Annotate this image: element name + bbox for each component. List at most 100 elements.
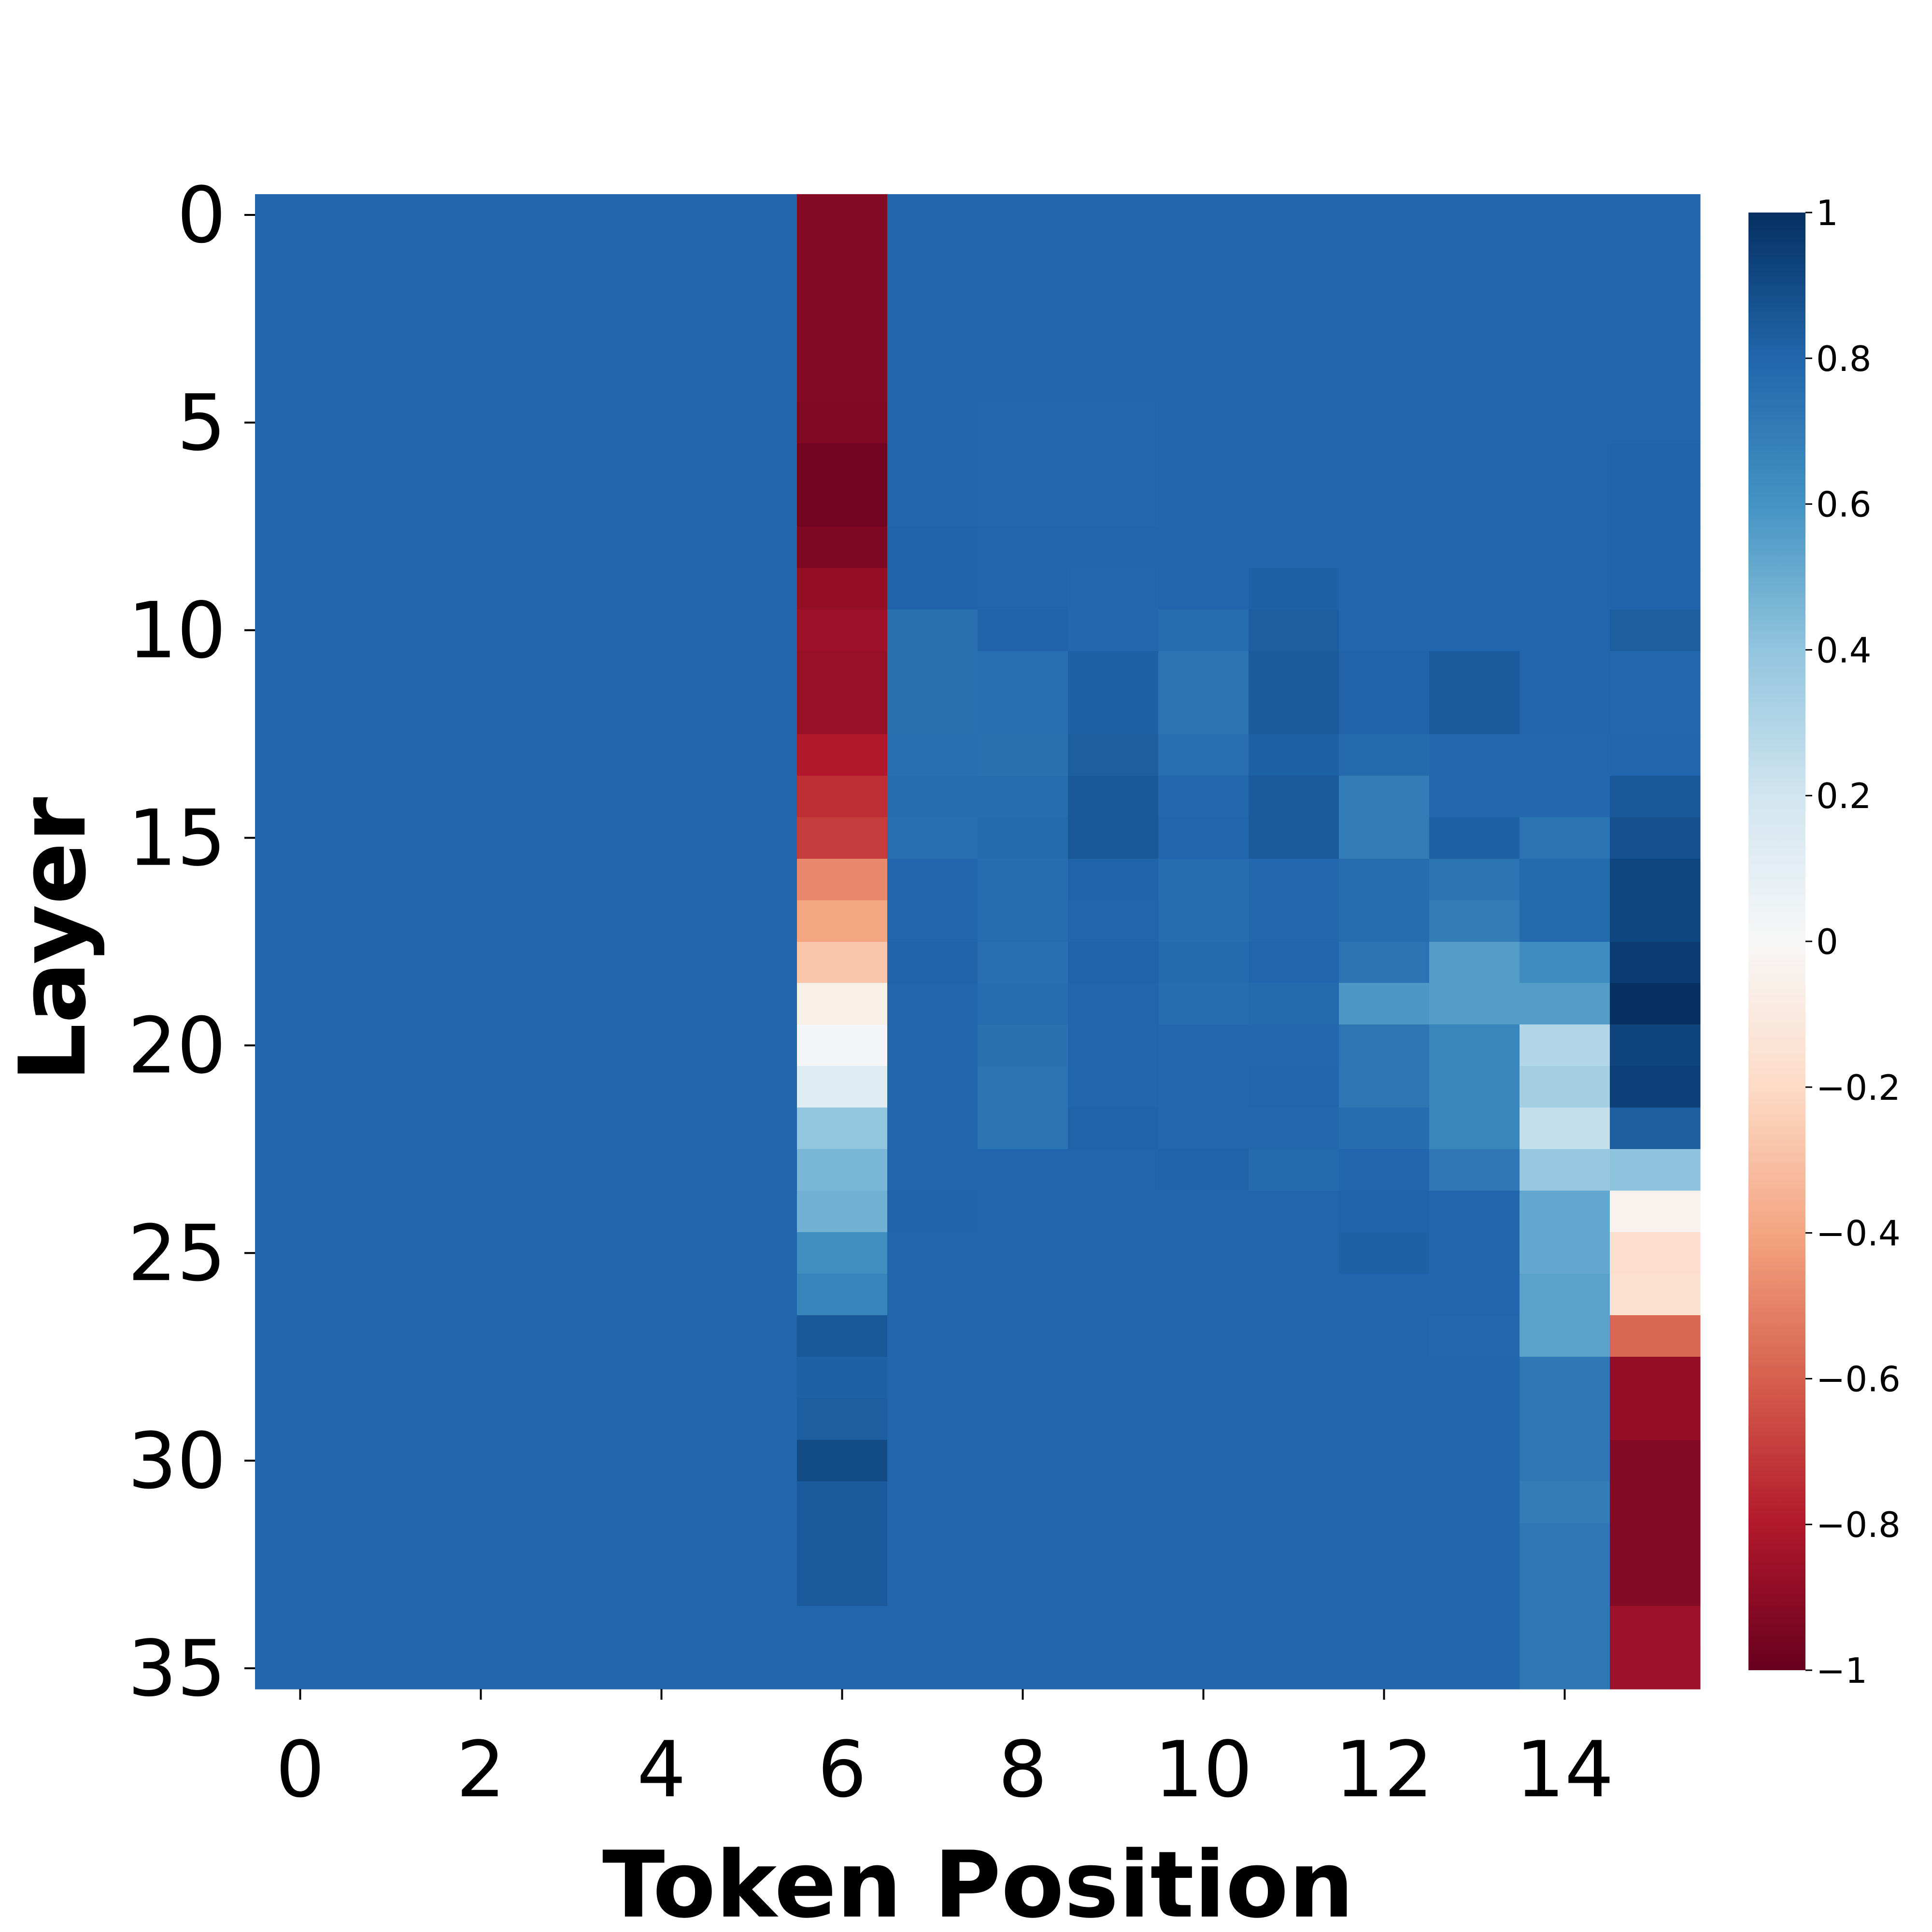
heatmap-cell-L21-T11 — [1249, 1066, 1339, 1108]
heatmap-cell-L26-T6 — [797, 1274, 888, 1316]
heatmap-cell-L3-T13 — [1429, 319, 1520, 361]
heatmap-cell-L12-T1 — [345, 693, 436, 735]
heatmap-cell-L24-T4 — [616, 1191, 707, 1233]
heatmap-cell-L6-T8 — [978, 443, 1068, 485]
heatmap-cell-L17-T5 — [707, 900, 797, 942]
heatmap-cell-L5-T15 — [1610, 402, 1701, 444]
heatmap-cell-L33-T1 — [345, 1564, 436, 1606]
heatmap-cell-L6-T7 — [887, 443, 978, 485]
heatmap-cell-L30-T0 — [255, 1440, 346, 1482]
heatmap-cell-L13-T9 — [1068, 734, 1159, 776]
heatmap-cell-L15-T6 — [797, 817, 888, 859]
heatmap-cell-L3-T3 — [526, 319, 617, 361]
y-tick-label: 10 — [128, 585, 226, 676]
heatmap-cell-L22-T7 — [887, 1108, 978, 1150]
heatmap-cell-L35-T13 — [1429, 1648, 1520, 1690]
heatmap-cell-L4-T15 — [1610, 360, 1701, 402]
heatmap-cell-L9-T13 — [1429, 568, 1520, 610]
heatmap-cell-L20-T14 — [1520, 1024, 1610, 1066]
y-tick-label: 20 — [128, 1000, 226, 1091]
heatmap-cell-L12-T13 — [1429, 693, 1520, 735]
heatmap-cell-L21-T3 — [526, 1066, 617, 1108]
heatmap-cell-L27-T14 — [1520, 1315, 1610, 1357]
heatmap-cell-L10-T15 — [1610, 610, 1701, 652]
heatmap-cell-L27-T0 — [255, 1315, 346, 1357]
heatmap-cell-L23-T12 — [1339, 1149, 1430, 1191]
heatmap-cell-L8-T5 — [707, 526, 797, 568]
heatmap-cell-L34-T6 — [797, 1606, 888, 1648]
heatmap-cell-L29-T1 — [345, 1398, 436, 1440]
heatmap-cell-L34-T7 — [887, 1606, 978, 1648]
y-axis-ticks: 0 5 10 15 20 25 30 35 — [128, 170, 255, 1714]
heatmap-cell-L27-T11 — [1249, 1315, 1339, 1357]
heatmap-cell-L20-T5 — [707, 1024, 797, 1066]
heatmap-cell-L10-T14 — [1520, 610, 1610, 652]
heatmap-cell-L24-T8 — [978, 1191, 1068, 1233]
heatmap-cell-L23-T7 — [887, 1149, 978, 1191]
heatmap-cell-L11-T2 — [436, 651, 526, 693]
heatmap-cell-L35-T5 — [707, 1648, 797, 1690]
heatmap-cell-L16-T6 — [797, 859, 888, 901]
heatmap-cell-L32-T5 — [707, 1523, 797, 1565]
heatmap-cell-L22-T0 — [255, 1108, 346, 1150]
heatmap-cell-L35-T6 — [797, 1648, 888, 1690]
heatmap-cell-L5-T14 — [1520, 402, 1610, 444]
heatmap-cell-L1-T7 — [887, 236, 978, 278]
heatmap-cell-L22-T8 — [978, 1108, 1068, 1150]
heatmap-cell-L7-T13 — [1429, 485, 1520, 527]
heatmap-cell-L23-T8 — [978, 1149, 1068, 1191]
heatmap-cell-L33-T7 — [887, 1564, 978, 1606]
heatmap-cell-L3-T8 — [978, 319, 1068, 361]
heatmap-cell-L5-T8 — [978, 402, 1068, 444]
heatmap-cell-L21-T5 — [707, 1066, 797, 1108]
heatmap-cell-L4-T12 — [1339, 360, 1430, 402]
heatmap-cell-L7-T2 — [436, 485, 526, 527]
heatmap-cell-L24-T10 — [1158, 1191, 1249, 1233]
heatmap-cell-L35-T15 — [1610, 1648, 1701, 1690]
heatmap-cell-L6-T2 — [436, 443, 526, 485]
heatmap-cell-L28-T15 — [1610, 1357, 1701, 1399]
heatmap-cell-L32-T13 — [1429, 1523, 1520, 1565]
heatmap-cell-L26-T15 — [1610, 1274, 1701, 1316]
heatmap-cell-L20-T3 — [526, 1024, 617, 1066]
heatmap-cell-L1-T14 — [1520, 236, 1610, 278]
heatmap-cell-L24-T13 — [1429, 1191, 1520, 1233]
heatmap-cell-L8-T1 — [345, 526, 436, 568]
heatmap-cell-L20-T8 — [978, 1024, 1068, 1066]
heatmap-cell-L22-T12 — [1339, 1108, 1430, 1150]
heatmap-cell-L0-T10 — [1158, 194, 1249, 236]
heatmap-cell-L10-T1 — [345, 610, 436, 652]
heatmap-cell-L31-T7 — [887, 1481, 978, 1523]
heatmap-cell-L25-T0 — [255, 1232, 346, 1274]
heatmap-cell-L18-T4 — [616, 942, 707, 983]
heatmap-cell-L29-T4 — [616, 1398, 707, 1440]
heatmap-cell-L34-T0 — [255, 1606, 346, 1648]
heatmap-cell-L12-T4 — [616, 693, 707, 735]
x-tick-label: 0 — [276, 1724, 325, 1815]
heatmap-cell-L32-T0 — [255, 1523, 346, 1565]
heatmap-cell-L23-T14 — [1520, 1149, 1610, 1191]
heatmap-cell-L1-T6 — [797, 236, 888, 278]
heatmap-cell-L10-T13 — [1429, 610, 1520, 652]
y-tick-label: 15 — [128, 793, 226, 883]
heatmap-cell-L21-T13 — [1429, 1066, 1520, 1108]
heatmap-cell-L16-T5 — [707, 859, 797, 901]
heatmap-cell-L28-T5 — [707, 1357, 797, 1399]
heatmap-cell-L12-T14 — [1520, 693, 1610, 735]
heatmap-cell-L30-T4 — [616, 1440, 707, 1482]
heatmap-cell-L5-T10 — [1158, 402, 1249, 444]
heatmap-cell-L9-T14 — [1520, 568, 1610, 610]
heatmap-cell-L30-T11 — [1249, 1440, 1339, 1482]
heatmap-cell-L3-T11 — [1249, 319, 1339, 361]
heatmap-cell-L8-T2 — [436, 526, 526, 568]
heatmap-cell-L35-T3 — [526, 1648, 617, 1690]
heatmap-cell-L34-T12 — [1339, 1606, 1430, 1648]
heatmap-cell-L6-T4 — [616, 443, 707, 485]
heatmap-cell-L0-T14 — [1520, 194, 1610, 236]
heatmap-cell-L7-T6 — [797, 485, 888, 527]
heatmap-cell-L28-T4 — [616, 1357, 707, 1399]
heatmap-cell-L16-T9 — [1068, 859, 1159, 901]
heatmap-cell-L29-T7 — [887, 1398, 978, 1440]
heatmap-cell-L8-T7 — [887, 526, 978, 568]
heatmap-cell-L18-T12 — [1339, 942, 1430, 983]
